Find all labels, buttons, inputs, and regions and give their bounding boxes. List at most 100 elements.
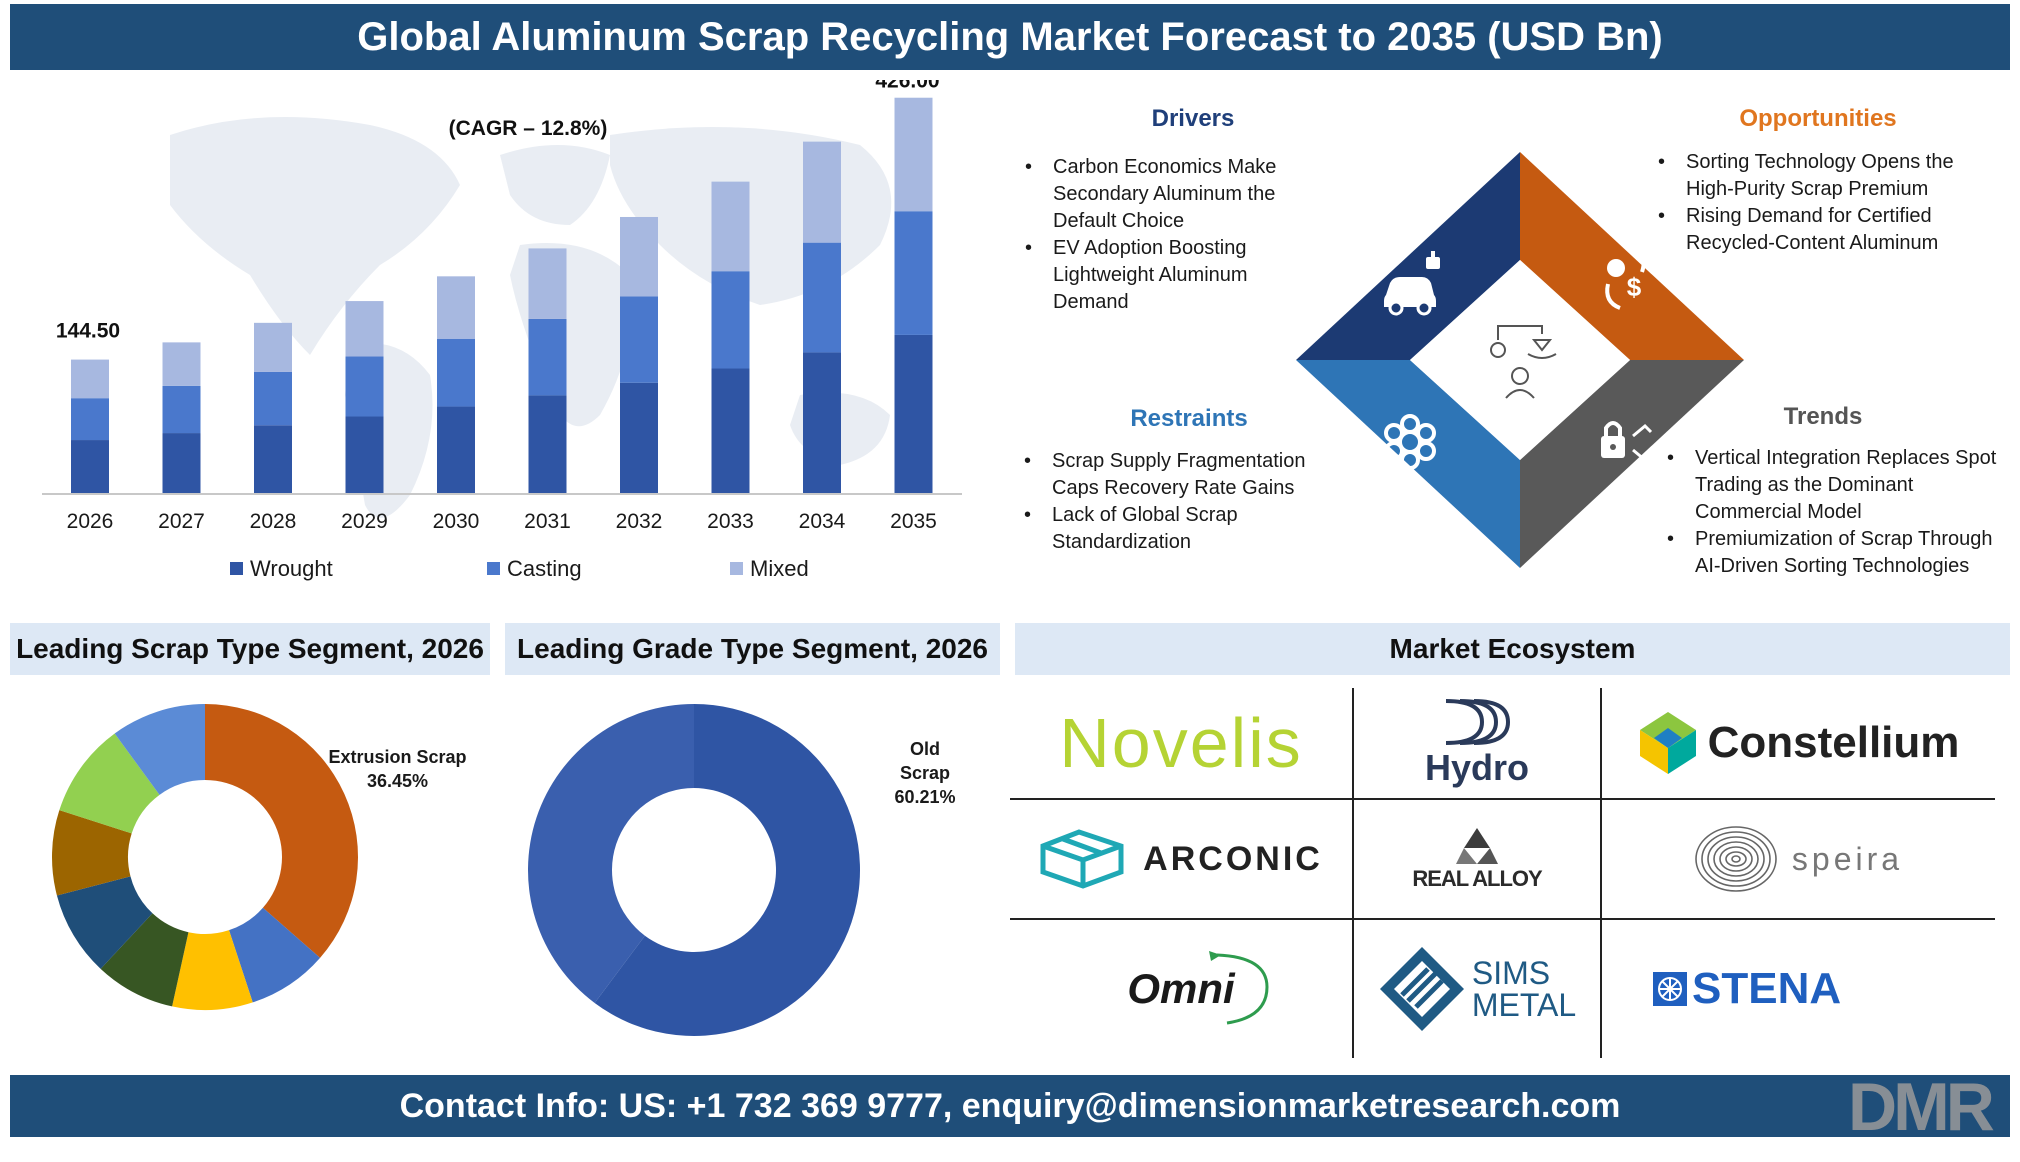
opportunities-list: Sorting Technology Opens the High-Purity… — [1658, 149, 1988, 257]
bar-segment-casting — [437, 338, 475, 407]
legend-swatch — [730, 562, 743, 575]
bar-segment-wrought — [254, 425, 292, 494]
trends-item: Premiumization of Scrap Through AI-Drive… — [1667, 526, 1997, 580]
legend-swatch — [487, 562, 500, 575]
legend-label: Mixed — [750, 556, 809, 581]
center-people-icon — [1490, 325, 1557, 399]
bar-segment-casting — [894, 211, 933, 335]
grade-type-heading: Leading Grade Type Segment, 2026 — [505, 623, 1000, 675]
restraints-item: Lack of Global Scrap Standardization — [1024, 502, 1324, 556]
grade-type-label: Old Scrap 60.21% — [880, 737, 970, 809]
bar-chart: 2026 2027 2028 2029 2030 2031 2032 2033 2034 2035… — [42, 80, 962, 581]
ecosystem-grid: Novelis Hydro Constellium ARCON — [1010, 688, 1995, 1058]
bar-segment-wrought — [437, 406, 475, 494]
donut-slice — [52, 810, 132, 896]
car-icon — [1384, 251, 1440, 316]
trends-heading: Trends — [1783, 403, 1863, 430]
bar-segment-mixed — [345, 301, 384, 357]
hydro-mark-icon — [1445, 699, 1511, 745]
trends-list: Vertical Integration Replaces Spot Tradi… — [1667, 445, 1997, 580]
stena-mark-icon — [1653, 972, 1687, 1006]
donut-slice — [594, 704, 860, 1036]
opportunities-item: Sorting Technology Opens the High-Purity… — [1658, 149, 1988, 203]
grid-divider — [1010, 918, 1995, 920]
data-label-first: 144.50 — [56, 320, 120, 343]
drivers-item: Carbon Economics Make Secondary Aluminum… — [1025, 154, 1315, 235]
page-title: Global Aluminum Scrap Recycling Market F… — [10, 4, 2010, 70]
x-tick-label: 2030 — [433, 510, 480, 533]
scrap-type-label-name: Extrusion Scrap — [328, 747, 467, 767]
grade-type-label-line2: Scrap — [899, 763, 951, 783]
bar-segment-mixed — [162, 342, 201, 386]
diamond-drivers-quadrant — [1296, 152, 1520, 360]
diamond-opportunities-quadrant — [1520, 152, 1744, 360]
x-tick-label: 2032 — [616, 510, 663, 533]
bar-segment-mixed — [711, 181, 750, 272]
bar-segment-mixed — [894, 97, 933, 212]
donut-slice — [59, 733, 160, 834]
cagr-annotation: (CAGR – 12.8%) — [449, 117, 608, 140]
x-tick-label: 2033 — [707, 510, 754, 533]
omni-swoosh-icon — [1209, 951, 1269, 1025]
novelis-logo: Novelis — [1059, 704, 1303, 782]
bar-segment-mixed — [71, 359, 109, 399]
bar-segment-wrought — [528, 395, 567, 494]
grade-type-label-value: 60.21% — [894, 787, 956, 807]
restraints-list: Scrap Supply Fragmentation Caps Recovery… — [1024, 448, 1324, 556]
legend-label: Wrought — [250, 556, 333, 581]
bar-segment-wrought — [71, 440, 109, 494]
bar-segment-wrought — [803, 352, 841, 494]
chart-legend: Wrought Casting Mixed — [230, 556, 809, 581]
bar-segment-wrought — [711, 368, 750, 494]
donut-slice — [100, 913, 189, 1007]
x-tick-label: 2035 — [890, 510, 937, 533]
restraints-heading: Restraints — [1130, 405, 1248, 432]
hydro-logo: Hydro — [1354, 688, 1600, 798]
constellium-logo: Constellium — [1602, 688, 1995, 798]
gear-icon — [1384, 414, 1436, 470]
bar-segment-casting — [71, 398, 109, 441]
bar-segment-casting — [620, 296, 658, 383]
data-label-last: 426.00 — [875, 80, 939, 93]
donut-slice — [114, 704, 205, 795]
bar-segment-casting — [254, 371, 292, 426]
lock-trend-icon — [1601, 421, 1655, 463]
bar-segment-mixed — [528, 248, 567, 319]
speira-mark-icon — [1695, 826, 1777, 892]
x-tick-label: 2027 — [158, 510, 205, 533]
drivers-item: EV Adoption Boosting Lightweight Aluminu… — [1025, 235, 1315, 316]
donut-slice — [56, 876, 153, 969]
bar-segment-mixed — [254, 322, 292, 372]
x-tick-label: 2034 — [799, 510, 846, 533]
bar-segment-casting — [528, 318, 567, 396]
sims-metal-logo: SIMS METAL — [1354, 920, 1600, 1058]
grade-type-donut — [528, 704, 860, 1036]
real-alloy-logo: REAL ALLOY — [1354, 800, 1600, 918]
opportunities-heading: Opportunities — [1739, 105, 1897, 132]
bar-segment-wrought — [345, 416, 384, 494]
drivers-list: Carbon Economics Make Secondary Aluminum… — [1025, 154, 1315, 316]
bar-segment-casting — [803, 242, 841, 353]
x-tick-label: 2028 — [250, 510, 297, 533]
grid-divider — [1600, 688, 1602, 1058]
x-tick-label: 2031 — [524, 510, 571, 533]
bar-segment-mixed — [437, 276, 475, 339]
sims-mark-icon — [1379, 947, 1464, 1031]
scrap-type-label-value: 36.45% — [366, 771, 429, 791]
bar-segment-casting — [162, 385, 201, 434]
contact-footer: Contact Info: US: +1 732 369 9777, enqui… — [10, 1075, 2010, 1137]
legend-swatch — [230, 562, 243, 575]
stena-logo: STENA — [1602, 920, 1995, 1058]
dollar-cycle-icon: $ — [1605, 246, 1646, 310]
donut-slice — [205, 704, 358, 958]
constellium-mark-icon — [1639, 712, 1696, 774]
bar-segment-mixed — [803, 141, 841, 243]
legend-label: Casting — [507, 556, 582, 581]
grid-divider — [1352, 688, 1354, 1058]
scrap-type-label: Extrusion Scrap 36.45% — [320, 745, 475, 793]
bar-segment-casting — [711, 271, 750, 369]
x-ticks-layer: 2026 2027 2028 2029 2030 2031 2032 2033 2034 2035 — [67, 510, 937, 533]
bar-segment-mixed — [620, 216, 658, 297]
trends-item: Vertical Integration Replaces Spot Tradi… — [1667, 445, 1997, 526]
arconic-logo: ARCONIC — [1010, 800, 1352, 918]
